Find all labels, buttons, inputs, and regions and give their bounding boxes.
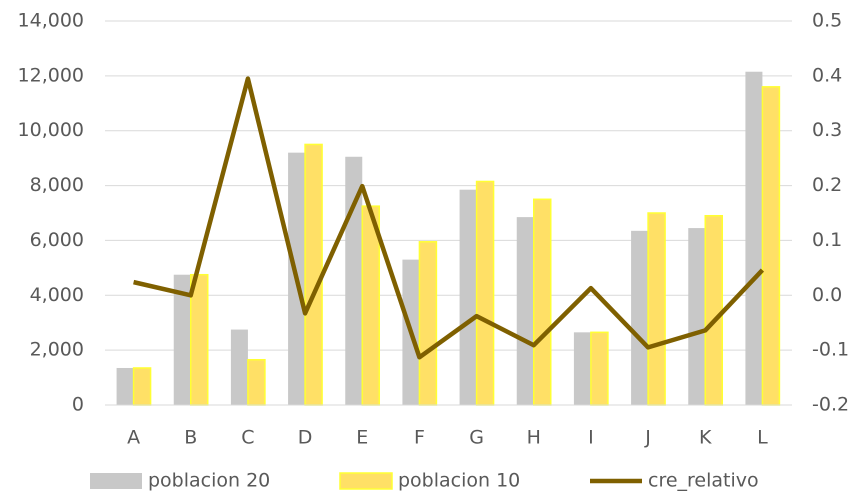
x-tick-label: B <box>184 427 197 449</box>
x-tick-label: J <box>644 427 651 449</box>
legend-label: poblacion 20 <box>148 470 270 492</box>
bar <box>247 358 266 406</box>
y-tick-label: 2,000 <box>30 339 84 361</box>
bar <box>647 212 666 406</box>
legend-label: poblacion 10 <box>398 470 520 492</box>
bar <box>304 143 323 406</box>
y-tick-label: 6,000 <box>30 229 84 251</box>
y2-tick-label: 0.0 <box>812 284 842 306</box>
bar <box>132 367 152 406</box>
x-tick-label: D <box>298 427 313 449</box>
x-tick-label: I <box>588 427 594 449</box>
legend-label: cre_relativo <box>648 470 759 492</box>
x-tick-label: F <box>414 427 425 449</box>
y2-tick-label: -0.2 <box>812 394 849 416</box>
x-tick-label: A <box>127 427 140 449</box>
y2-tick-label: 0.4 <box>812 64 842 86</box>
y2-tick-label: 0.2 <box>812 174 842 196</box>
y-tick-label: 12,000 <box>18 64 84 86</box>
line <box>133 76 765 360</box>
bar <box>745 71 763 405</box>
y2-tick-label: -0.1 <box>812 339 849 361</box>
bar <box>704 214 723 406</box>
bar <box>590 331 609 406</box>
bar <box>631 230 649 405</box>
y-tick-label: 10,000 <box>18 119 84 141</box>
bar <box>573 332 591 405</box>
bar <box>688 228 706 405</box>
y-tick-label: 8,000 <box>30 174 84 196</box>
x-tick-label: H <box>527 427 541 449</box>
bar <box>761 86 781 406</box>
x-tick-label: K <box>699 427 712 449</box>
x-tick-label: E <box>356 427 368 449</box>
y-tick-label: 14,000 <box>18 10 84 32</box>
y2-tick-label: 0.3 <box>812 119 842 141</box>
y2-tick-label: 0.5 <box>812 10 842 32</box>
x-tick-label: G <box>469 427 484 449</box>
y2-tick-label: 0.1 <box>812 229 842 251</box>
bar <box>533 198 552 406</box>
bar <box>173 274 191 405</box>
legend-swatch <box>90 473 142 489</box>
bar <box>459 189 477 405</box>
bar <box>230 329 248 405</box>
y-tick-label: 0 <box>72 394 84 416</box>
x-tick-label: C <box>241 427 254 449</box>
bar <box>418 241 438 406</box>
legend-swatch <box>339 472 393 490</box>
bar <box>516 217 534 405</box>
x-tick-label: L <box>757 427 768 449</box>
bar <box>475 180 495 406</box>
bar <box>116 367 134 405</box>
y-tick-label: 4,000 <box>30 284 84 306</box>
